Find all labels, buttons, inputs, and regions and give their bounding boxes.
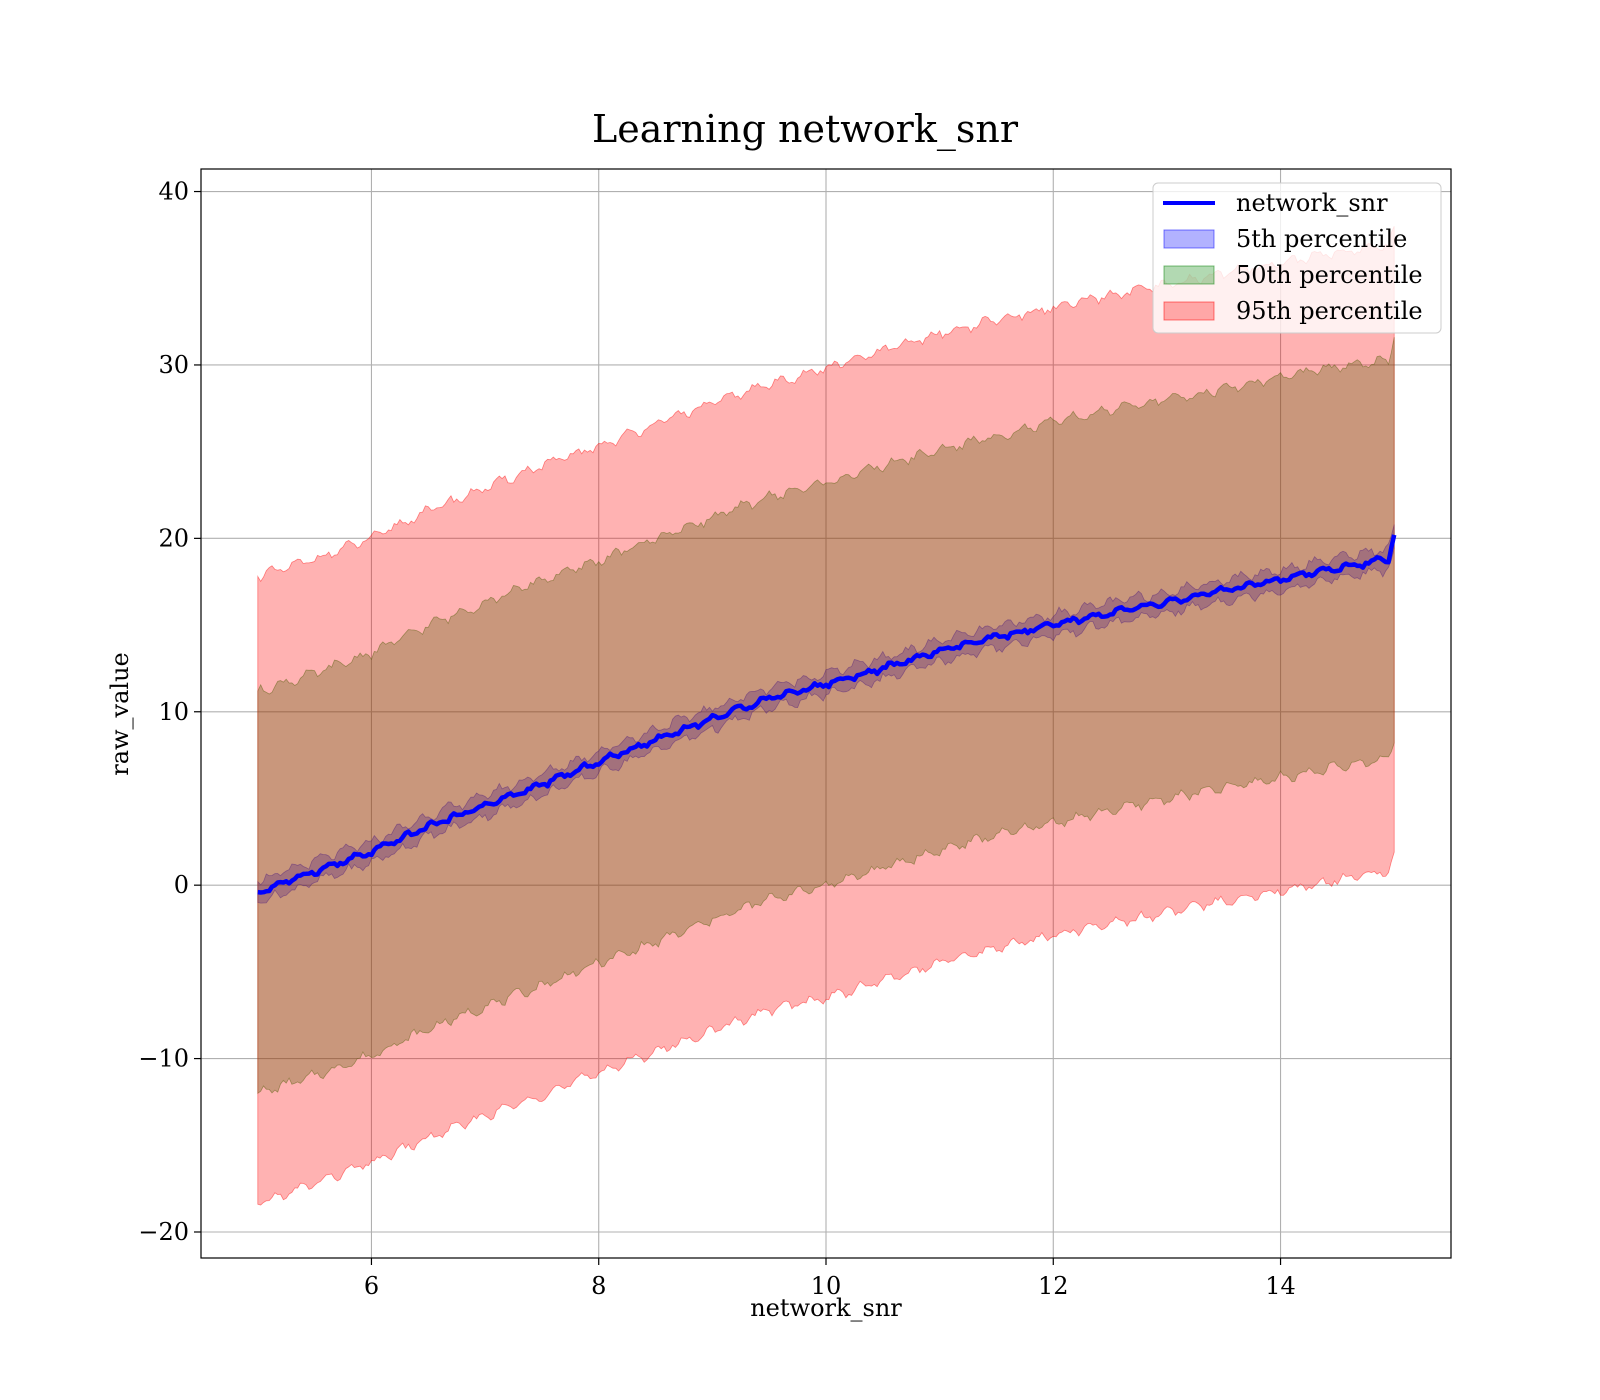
legend-swatch-band xyxy=(1163,265,1215,285)
y-tick-label: −10 xyxy=(138,1045,189,1073)
band-50th-percentile xyxy=(257,337,1395,1095)
y-tick-label: 40 xyxy=(158,178,189,206)
y-tick-label: 10 xyxy=(158,698,189,726)
y-tick-label: 30 xyxy=(158,351,189,379)
x-axis-label: network_snr xyxy=(750,1294,902,1322)
y-axis-label: raw_value xyxy=(106,652,134,776)
x-tick-label: 6 xyxy=(364,1272,379,1300)
y-tick-label: 0 xyxy=(174,871,189,899)
chart-title: Learning network_snr xyxy=(592,107,1019,152)
legend-label: 50th percentile xyxy=(1236,261,1423,289)
legend-label: 5th percentile xyxy=(1236,225,1407,253)
legend-label: network_snr xyxy=(1236,189,1388,217)
x-tick-label: 12 xyxy=(1038,1272,1069,1300)
legend-label: 95th percentile xyxy=(1236,297,1423,325)
y-tick-label: 20 xyxy=(158,524,189,552)
x-tick-label: 8 xyxy=(591,1272,606,1300)
y-tick-label: −20 xyxy=(138,1218,189,1246)
x-tick-label: 10 xyxy=(811,1272,842,1300)
legend-box xyxy=(1152,182,1442,334)
legend-swatch-band xyxy=(1163,301,1215,321)
grid xyxy=(201,169,1451,1258)
legend: network_snr 5th percentile 50th percentile… xyxy=(1152,182,1442,334)
band-5th-percentile xyxy=(257,524,1395,904)
legend-swatch-band xyxy=(1163,229,1215,249)
series-line-network_snr xyxy=(257,534,1397,895)
ticks: 6 8 10 12 14 −20 −10 0 10 20 30 40 xyxy=(138,178,1295,1300)
series-layer xyxy=(257,226,1397,1206)
x-tick-label: 14 xyxy=(1265,1272,1296,1300)
